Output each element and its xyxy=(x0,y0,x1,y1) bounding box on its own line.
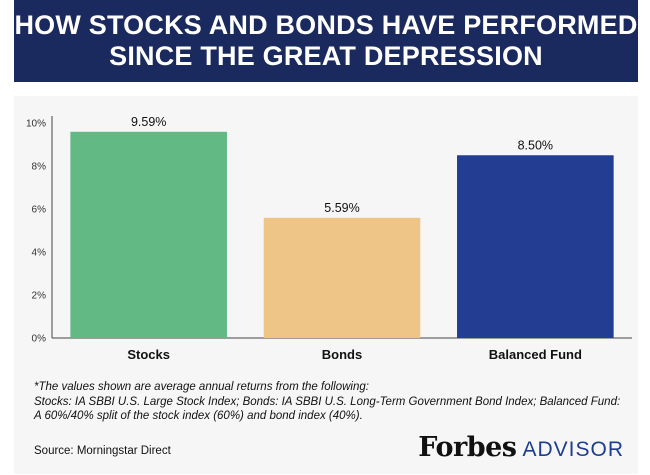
chart-panel: 0% 2% 4% 6% 8% 10% 9.59% Stocks 5.59% Bonds 8.50% B… xyxy=(14,96,638,474)
footnote: *The values shown are average annual ret… xyxy=(34,380,624,424)
y-tick-label: 4% xyxy=(32,248,47,259)
y-tick-label: 6% xyxy=(32,205,47,216)
footnote-line-2: Stocks: IA SBBI U.S. Large Stock Index; … xyxy=(34,395,621,423)
x-tick-label: Balanced Fund xyxy=(489,347,582,362)
logo-forbes-text: Forbes xyxy=(418,432,517,463)
y-tick-label: 8% xyxy=(32,162,47,173)
data-label: 8.50% xyxy=(518,138,553,152)
x-tick-label: Bonds xyxy=(322,347,362,362)
source-note: Source: Morningstar Direct xyxy=(34,445,171,457)
y-tick-label: 2% xyxy=(32,291,47,302)
title-banner: HOW STOCKS AND BONDS HAVE PERFORMED SINC… xyxy=(14,0,638,82)
bar xyxy=(263,217,421,338)
data-label: 5.59% xyxy=(324,201,359,215)
y-tick-label: 0% xyxy=(32,334,47,345)
bar xyxy=(70,131,227,338)
forbes-advisor-logo: Forbes ADVISOR xyxy=(418,432,624,463)
data-label: 9.59% xyxy=(131,115,166,129)
x-tick-label: Stocks xyxy=(127,347,170,362)
logo-advisor-text: ADVISOR xyxy=(522,438,624,461)
y-tick-label: 10% xyxy=(26,119,46,130)
chart-title-line-2: SINCE THE GREAT DEPRESSION xyxy=(109,41,543,71)
bar xyxy=(457,155,614,338)
bar-chart: 0% 2% 4% 6% 8% 10% 9.59% Stocks 5.59% Bonds 8.50% B… xyxy=(26,115,632,362)
footnote-line-1: *The values shown are average annual ret… xyxy=(34,381,369,393)
chart-title-line-1: HOW STOCKS AND BONDS HAVE PERFORMED xyxy=(14,10,638,40)
